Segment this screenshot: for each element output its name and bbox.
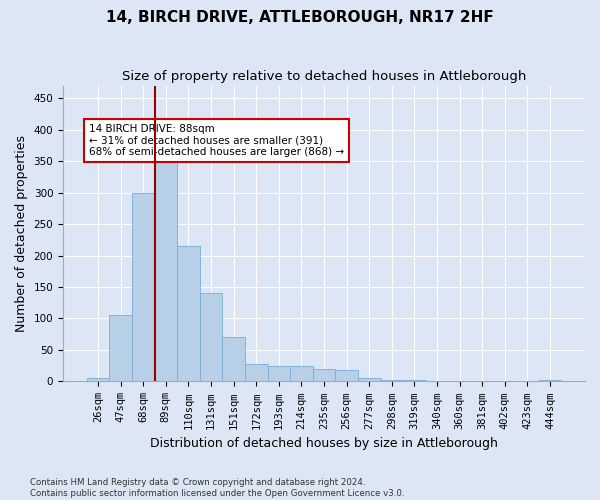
X-axis label: Distribution of detached houses by size in Attleborough: Distribution of detached houses by size … bbox=[150, 437, 498, 450]
Bar bbox=[290, 366, 313, 382]
Y-axis label: Number of detached properties: Number of detached properties bbox=[15, 135, 28, 332]
Bar bbox=[539, 380, 561, 382]
Bar bbox=[200, 294, 223, 382]
Bar bbox=[335, 370, 358, 382]
Bar bbox=[223, 338, 245, 382]
Text: 14, BIRCH DRIVE, ATTLEBOROUGH, NR17 2HF: 14, BIRCH DRIVE, ATTLEBOROUGH, NR17 2HF bbox=[106, 10, 494, 25]
Bar bbox=[358, 378, 380, 382]
Bar bbox=[155, 152, 177, 382]
Bar bbox=[268, 366, 290, 382]
Bar bbox=[245, 364, 268, 382]
Bar bbox=[132, 192, 155, 382]
Bar bbox=[87, 378, 109, 382]
Bar bbox=[177, 246, 200, 382]
Text: Contains HM Land Registry data © Crown copyright and database right 2024.
Contai: Contains HM Land Registry data © Crown c… bbox=[30, 478, 404, 498]
Bar bbox=[403, 380, 425, 382]
Bar bbox=[313, 369, 335, 382]
Bar bbox=[380, 380, 403, 382]
Bar bbox=[109, 316, 132, 382]
Title: Size of property relative to detached houses in Attleborough: Size of property relative to detached ho… bbox=[122, 70, 526, 83]
Text: 14 BIRCH DRIVE: 88sqm
← 31% of detached houses are smaller (391)
68% of semi-det: 14 BIRCH DRIVE: 88sqm ← 31% of detached … bbox=[89, 124, 344, 157]
